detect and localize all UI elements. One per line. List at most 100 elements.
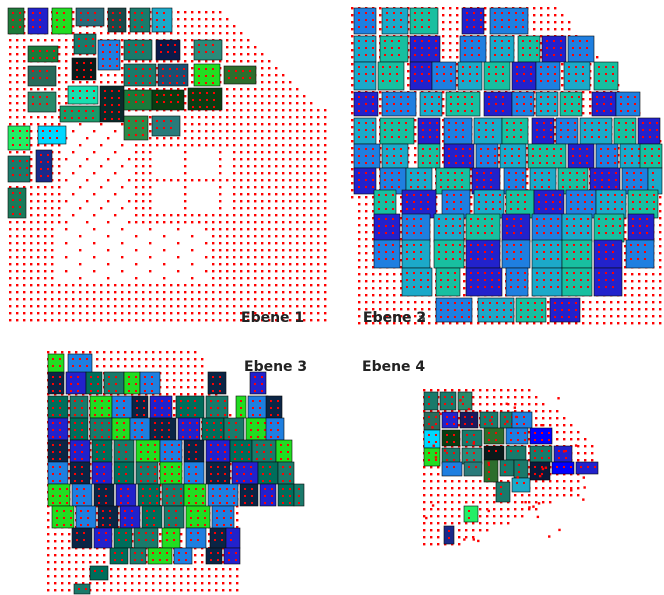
block-dot (642, 136, 644, 138)
grid-dot (358, 301, 361, 304)
block-dot (431, 96, 433, 98)
grid-dot (540, 7, 543, 10)
block-dot (459, 232, 461, 234)
grid-dot (289, 200, 292, 203)
grid-dot (386, 301, 389, 304)
grid-dot (226, 95, 229, 98)
grid-dot (16, 277, 19, 280)
block-dot (573, 232, 575, 234)
grid-dot (296, 291, 299, 294)
block-dot (646, 208, 648, 210)
grid-dot (526, 161, 529, 164)
block-dot (477, 225, 479, 227)
grid-dot (624, 315, 627, 318)
grid-dot (44, 291, 47, 294)
grid-dot (170, 284, 173, 287)
grid-dot (540, 35, 543, 38)
block-dot (569, 172, 571, 174)
block-dot (400, 110, 402, 112)
block-dot (365, 122, 367, 124)
block-dot (128, 127, 130, 129)
grid-dot (65, 88, 68, 91)
grid-dot (268, 116, 271, 119)
grid-dot (65, 74, 68, 77)
block-dot (494, 19, 496, 21)
grid-dot (296, 256, 299, 259)
grid-dot (72, 130, 75, 133)
block-dot (457, 103, 459, 105)
grid-dot (261, 221, 264, 224)
grid-dot (324, 172, 327, 175)
grid-dot (358, 287, 361, 290)
grid-dot (296, 102, 299, 105)
block-dot (637, 258, 639, 260)
block-dot (511, 162, 513, 164)
block-dot (605, 66, 607, 68)
grid-dot (58, 46, 61, 49)
grid-dot (100, 81, 103, 84)
grid-dot (142, 165, 145, 168)
grid-dot (275, 319, 278, 322)
block-dot (406, 218, 408, 220)
grid-dot (275, 284, 278, 287)
grid-dot (282, 291, 285, 294)
block-dot (618, 136, 620, 138)
grid-dot (170, 319, 173, 322)
grid-dot (310, 123, 313, 126)
grid-dot (247, 277, 250, 280)
layer-2-panel (351, 7, 663, 325)
grid-dot (135, 284, 138, 287)
grid-dot (135, 144, 138, 147)
grid-dot (156, 179, 159, 182)
block-dot (384, 54, 386, 56)
block-dot (447, 186, 449, 188)
block-dot (487, 155, 489, 157)
block-dot (524, 194, 526, 196)
grid-dot (554, 119, 557, 122)
block-dot (417, 172, 419, 174)
grid-dot (659, 196, 662, 199)
grid-dot (191, 298, 194, 301)
grid-dot (58, 221, 61, 224)
grid-dot (303, 319, 306, 322)
grid-dot (282, 81, 285, 84)
grid-dot (303, 312, 306, 315)
grid-dot (324, 144, 327, 147)
grid-dot (219, 165, 222, 168)
block-dot (568, 302, 570, 304)
grid-dot (638, 322, 641, 325)
grid-dot (568, 322, 571, 325)
grid-dot (65, 102, 68, 105)
grid-dot (65, 158, 68, 161)
block-dot (621, 208, 623, 210)
block-dot (40, 154, 42, 156)
grid-dot (554, 140, 557, 143)
grid-dot (191, 221, 194, 224)
block-dot (19, 12, 21, 14)
grid-dot (324, 221, 327, 224)
grid-dot (254, 193, 257, 196)
grid-dot (261, 214, 264, 217)
grid-dot (254, 123, 257, 126)
grid-dot (282, 235, 285, 238)
grid-dot (30, 263, 33, 266)
grid-dot (93, 228, 96, 231)
block-dot (213, 99, 215, 101)
block-dot (183, 75, 185, 77)
block-dot (421, 54, 423, 56)
grid-dot (149, 172, 152, 175)
grid-dot (184, 95, 187, 98)
grid-dot (121, 312, 124, 315)
block-dot (638, 155, 640, 157)
grid-dot (645, 322, 648, 325)
block-dot (436, 66, 438, 68)
grid-dot (645, 308, 648, 311)
grid-dot (135, 151, 138, 154)
block-dot (448, 155, 450, 157)
block-dot (598, 251, 600, 253)
block-dot (612, 244, 614, 246)
grid-dot (351, 189, 354, 192)
block-dot (64, 117, 66, 119)
block-dot (162, 82, 164, 84)
grid-dot (191, 214, 194, 217)
